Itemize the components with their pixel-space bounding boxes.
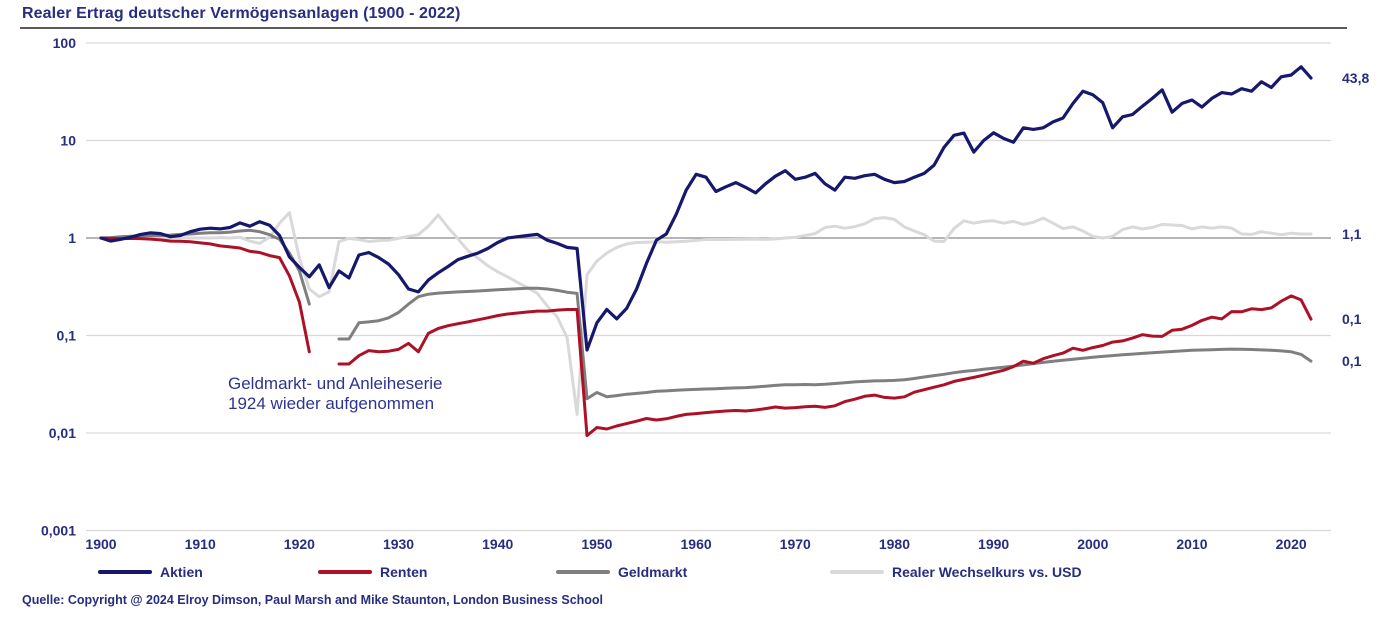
page-title: Realer Ertrag deutscher Vermögensanlagen… bbox=[22, 5, 461, 22]
annotation-line-1: Geldmarkt- und Anleiheserie bbox=[228, 374, 443, 393]
legend-label-renten: Renten bbox=[380, 564, 428, 580]
title-underline bbox=[20, 27, 1347, 29]
y-tick-label-100: 100 bbox=[53, 35, 77, 51]
x-tick-label-2000: 2000 bbox=[1077, 536, 1108, 552]
end-label-renten: 0,1 bbox=[1342, 311, 1362, 327]
y-tick-label-0_01: 0,01 bbox=[49, 425, 76, 441]
x-tick-label-2010: 2010 bbox=[1176, 536, 1207, 552]
legend-item-renten: Renten bbox=[318, 563, 427, 581]
y-tick-label-1: 1 bbox=[68, 230, 76, 246]
geldmarkt-line-swatch-icon bbox=[556, 570, 610, 574]
legend-label-aktien: Aktien bbox=[160, 564, 203, 580]
x-tick-label-1990: 1990 bbox=[978, 536, 1009, 552]
source-credit: Quelle: Copyright @ 2024 Elroy Dimson, P… bbox=[22, 593, 604, 607]
x-tick-label-1970: 1970 bbox=[780, 536, 811, 552]
annotation-line-2: 1924 wieder aufgenommen bbox=[228, 394, 435, 413]
end-label-geldmarkt: 0,1 bbox=[1342, 353, 1362, 369]
x-tick-label-1940: 1940 bbox=[482, 536, 513, 552]
y-tick-label-10: 10 bbox=[60, 133, 76, 149]
aktien-line-swatch-icon bbox=[98, 570, 152, 574]
legend-label-wechselkurs: Realer Wechselkurs vs. USD bbox=[892, 564, 1082, 580]
annotation-1924: Geldmarkt- und Anleiheserie 1924 wieder … bbox=[228, 374, 443, 414]
legend-label-geldmarkt: Geldmarkt bbox=[618, 564, 688, 580]
x-tick-label-1920: 1920 bbox=[284, 536, 315, 552]
end-label-realer-wechselkurs-vs-usd: 1,1 bbox=[1342, 226, 1362, 242]
x-tick-label-1900: 1900 bbox=[85, 536, 116, 552]
series-line-renten bbox=[99, 236, 1313, 438]
legend-item-aktien: Aktien bbox=[98, 563, 203, 581]
wechselkurs-line-swatch-icon bbox=[830, 570, 884, 574]
y-tick-label-0_001: 0,001 bbox=[41, 523, 76, 539]
legend-item-wechselkurs: Realer Wechselkurs vs. USD bbox=[830, 563, 1082, 581]
legend-item-geldmarkt: Geldmarkt bbox=[556, 563, 687, 581]
x-tick-label-1950: 1950 bbox=[581, 536, 612, 552]
y-tick-label-0_1: 0,1 bbox=[57, 328, 77, 344]
x-tick-label-1930: 1930 bbox=[383, 536, 414, 552]
x-tick-label-1910: 1910 bbox=[185, 536, 216, 552]
end-label-aktien: 43,8 bbox=[1342, 70, 1369, 86]
x-tick-label-1960: 1960 bbox=[681, 536, 712, 552]
x-tick-label-1980: 1980 bbox=[879, 536, 910, 552]
series-line-aktien bbox=[99, 65, 1313, 352]
renten-line-swatch-icon bbox=[318, 570, 372, 574]
x-tick-label-2020: 2020 bbox=[1276, 536, 1307, 552]
